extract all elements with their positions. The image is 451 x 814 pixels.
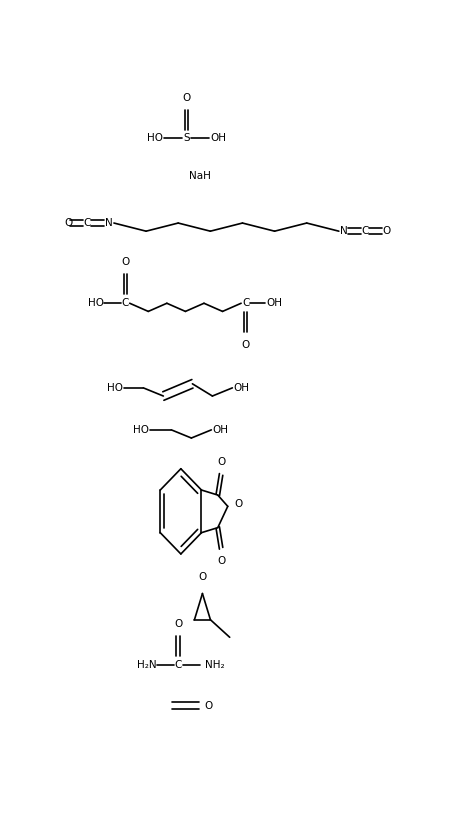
Text: S: S xyxy=(183,133,189,143)
Text: OH: OH xyxy=(265,298,281,309)
Text: O: O xyxy=(198,572,206,582)
Text: OH: OH xyxy=(233,383,249,393)
Text: C: C xyxy=(361,226,368,236)
Text: C: C xyxy=(241,298,249,309)
Text: NaH: NaH xyxy=(189,171,211,181)
Text: O: O xyxy=(241,339,249,350)
Text: O: O xyxy=(121,257,129,267)
Text: O: O xyxy=(203,701,212,711)
Text: C: C xyxy=(122,298,129,309)
Text: O: O xyxy=(382,226,390,236)
Text: HO: HO xyxy=(107,383,123,393)
Text: O: O xyxy=(64,218,72,228)
Text: C: C xyxy=(83,218,91,228)
Text: O: O xyxy=(217,556,226,566)
Text: OH: OH xyxy=(212,425,228,435)
Text: O: O xyxy=(217,457,226,467)
Text: O: O xyxy=(234,499,242,509)
Text: C: C xyxy=(174,660,181,670)
Text: O: O xyxy=(182,93,190,103)
Text: H₂N: H₂N xyxy=(136,660,156,670)
Text: NH₂: NH₂ xyxy=(205,660,224,670)
Text: N: N xyxy=(339,226,346,236)
Text: OH: OH xyxy=(209,133,226,143)
Text: N: N xyxy=(105,218,112,228)
Text: HO: HO xyxy=(133,425,149,435)
Text: HO: HO xyxy=(147,133,163,143)
Text: O: O xyxy=(174,619,182,628)
Text: HO: HO xyxy=(87,298,104,309)
